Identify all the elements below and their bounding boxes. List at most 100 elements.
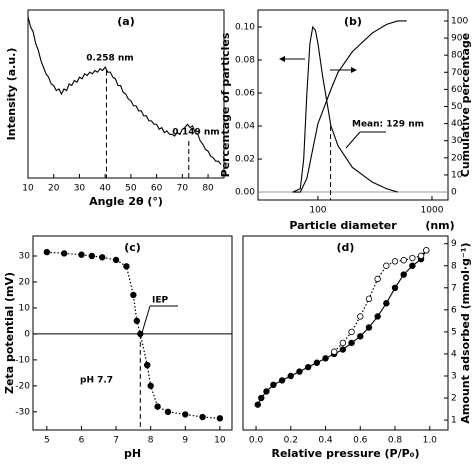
annotation: Mean: 129 nm <box>352 120 424 130</box>
x-tick-label: 20 <box>48 184 60 194</box>
plot-frame <box>32 235 233 431</box>
x-tick-label: 10 <box>214 436 226 446</box>
y2-tick-label: 80 <box>451 51 463 61</box>
data-point <box>130 291 137 299</box>
x-tick-label: 100 <box>309 206 326 216</box>
data-point <box>182 411 189 418</box>
y2-tick-label: 8 <box>451 261 457 271</box>
x-tick-label: 8 <box>148 436 154 446</box>
panel-label: (a) <box>117 15 134 28</box>
y-tick-label: 0.08 <box>235 56 255 66</box>
y2-tick-label: 10 <box>451 170 463 180</box>
data-point <box>254 401 261 408</box>
data-point <box>339 346 347 353</box>
y-tick-label: -30 <box>15 407 30 417</box>
x-tick-label: 1000 <box>421 206 444 216</box>
data-point <box>199 413 206 421</box>
x-axis-label: Relative pressure (P/P₀) <box>271 447 419 460</box>
series-line <box>292 25 398 193</box>
data-point <box>216 415 224 422</box>
annotation: IEP <box>152 296 168 306</box>
x-tick-label: 0.6 <box>353 436 368 446</box>
data-point <box>278 377 286 384</box>
y-tick-label: 0.00 <box>235 188 255 198</box>
panel-label: (d) <box>337 241 355 254</box>
y-axis-label: Intensity (a.u.) <box>5 48 18 141</box>
y2-tick-label: 50 <box>451 102 463 112</box>
y2-axis-label: Amount adsorbed (mmol·g⁻¹) <box>459 242 472 423</box>
y2-tick-label: 90 <box>451 34 463 44</box>
x-tick-label: 1.0 <box>423 436 438 446</box>
data-point <box>144 361 151 369</box>
annotation: pH 7.7 <box>80 376 113 386</box>
x-tick-label: 50 <box>125 184 137 194</box>
data-point <box>322 355 329 362</box>
plot-frame <box>257 9 449 201</box>
data-point <box>164 408 172 416</box>
y-tick-label: 0.02 <box>235 155 255 165</box>
data-point <box>391 258 399 265</box>
series-line <box>257 250 427 405</box>
data-point <box>147 382 154 390</box>
data-point <box>88 252 96 260</box>
y-tick-label: 0.04 <box>235 122 255 132</box>
data-point <box>365 295 373 303</box>
x-tick-label: 40 <box>99 184 111 194</box>
y2-tick-label: 6 <box>451 305 457 315</box>
x-tick-label: 70 <box>177 184 189 194</box>
data-point <box>133 317 141 325</box>
y2-tick-label: 70 <box>451 68 463 78</box>
y2-axis-label: Cumulative percentage <box>459 33 472 177</box>
annotation: 0.258 nm <box>86 54 133 64</box>
data-point <box>383 300 390 307</box>
data-point <box>112 256 120 264</box>
y2-tick-label: 0 <box>451 188 457 198</box>
x-tick-label: 0.2 <box>284 436 298 446</box>
x-tick-label: 30 <box>74 184 86 194</box>
y2-tick-label: 40 <box>451 119 463 129</box>
data-point <box>137 330 144 338</box>
data-point <box>60 250 68 257</box>
data-point <box>374 275 381 283</box>
data-point <box>423 247 430 254</box>
x-axis-label: Particle diameter <box>289 219 397 232</box>
data-point <box>78 251 85 258</box>
data-point <box>43 248 51 256</box>
data-point <box>154 403 161 410</box>
data-point <box>365 324 373 331</box>
x-axis-label: Angle 2θ (°) <box>89 195 163 208</box>
x-tick-label: 7 <box>113 436 119 446</box>
panel-label: (b) <box>344 15 362 28</box>
y2-tick-label: 4 <box>451 349 457 359</box>
data-point <box>99 254 106 261</box>
data-point <box>409 262 416 269</box>
x-tick-label: 10 <box>22 184 34 194</box>
y2-tick-label: 3 <box>451 371 457 381</box>
data-point <box>417 252 425 260</box>
plot-frame <box>242 235 449 431</box>
y2-tick-label: 20 <box>451 153 463 163</box>
data-point <box>313 359 321 366</box>
y2-tick-label: 60 <box>451 85 463 95</box>
data-point <box>383 262 390 269</box>
x-axis-label: pH <box>124 447 141 460</box>
data-point <box>357 333 364 340</box>
plot-frame <box>27 9 225 179</box>
data-point <box>270 381 277 389</box>
y-tick-label: -10 <box>15 355 30 365</box>
y-tick-label: 0 <box>24 329 30 339</box>
data-point <box>374 313 381 320</box>
data-point <box>348 328 355 336</box>
y-tick-label: -20 <box>15 381 30 391</box>
x-tick-label: 60 <box>151 184 163 194</box>
y2-tick-label: 30 <box>451 136 463 146</box>
y2-tick-label: 5 <box>451 327 457 337</box>
data-point <box>331 348 338 355</box>
leader-line <box>141 305 151 333</box>
x-tick-label: 0.0 <box>249 436 264 446</box>
x-axis-unit: (nm) <box>425 219 454 232</box>
y-axis-label: Percentage of particles <box>219 32 232 177</box>
data-point <box>304 363 312 371</box>
x-tick-label: 6 <box>79 436 85 446</box>
